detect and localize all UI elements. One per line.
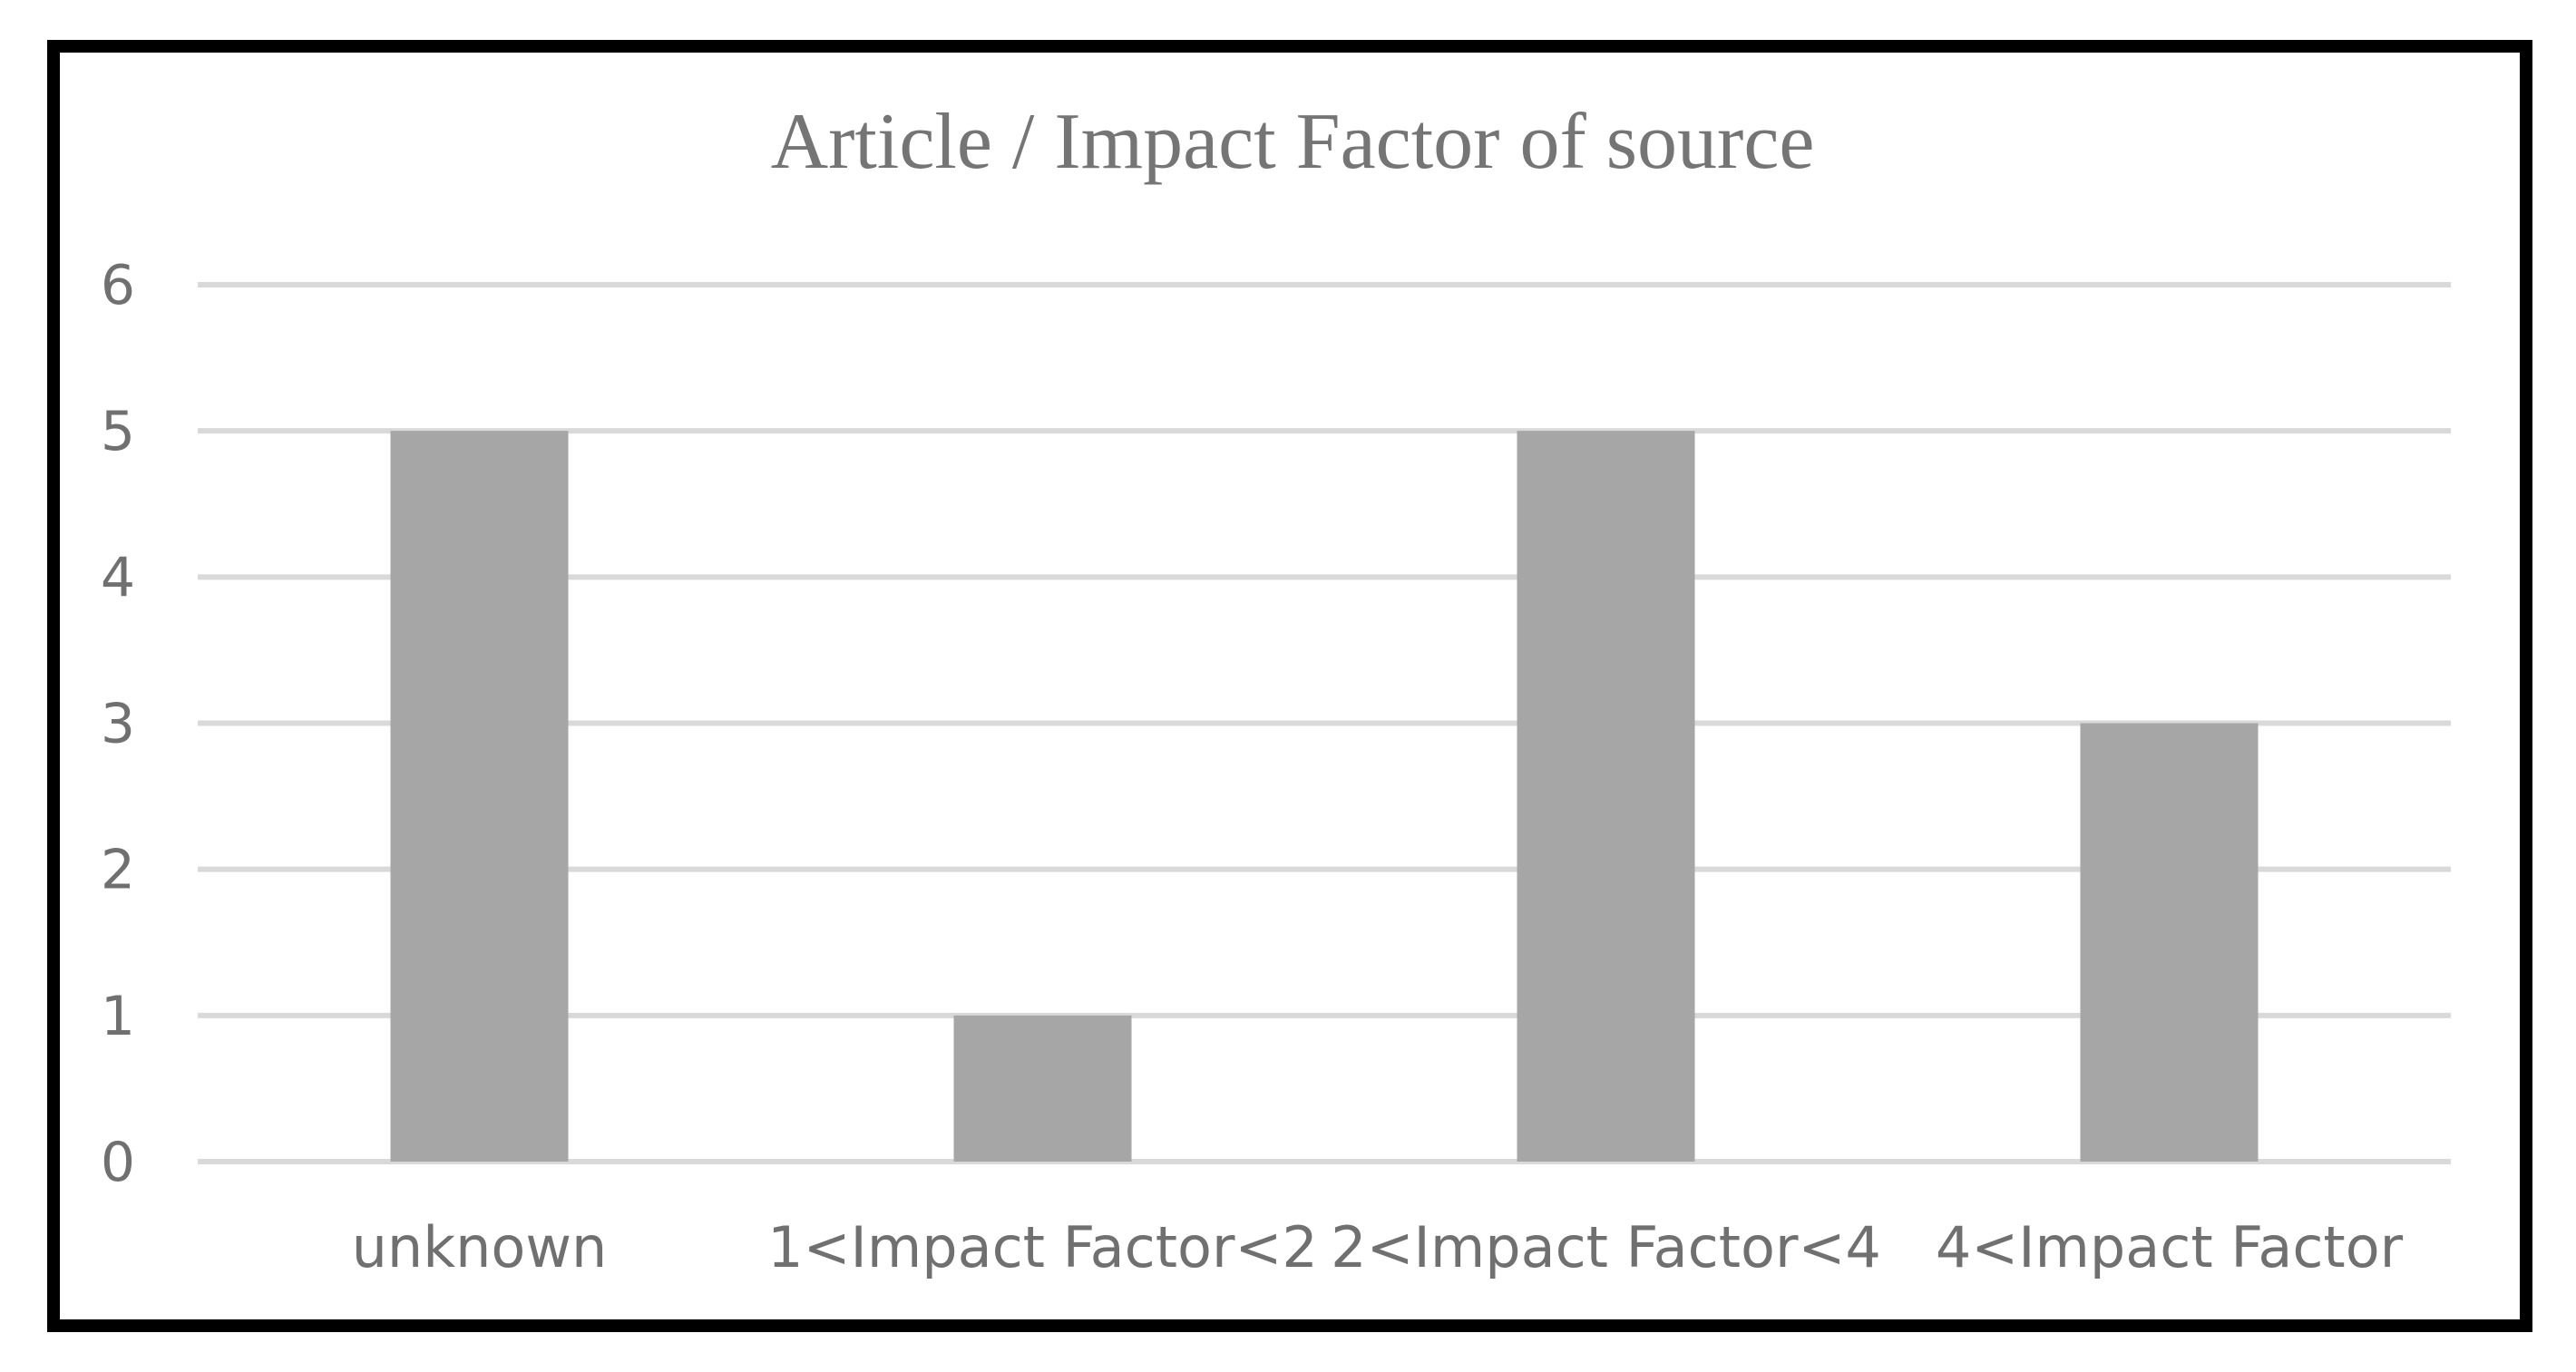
bar-2	[1517, 431, 1695, 1163]
x-category-label: unknown	[352, 1214, 608, 1280]
y-tick-label: 2	[101, 839, 135, 902]
bar-1	[953, 1015, 1132, 1162]
grid-lines	[198, 282, 2451, 1164]
x-axis-category-labels: unknown 1<Impact Factor<2 2<Impact Factor<…	[352, 1214, 2404, 1280]
x-category-label: 1<Impact Factor<2	[767, 1214, 1318, 1280]
y-tick-label: 4	[101, 546, 135, 609]
bar-0	[390, 431, 569, 1163]
y-tick-label: 6	[101, 254, 135, 317]
x-category-label: 4<Impact Factor	[1936, 1214, 2404, 1280]
bar-3	[2080, 723, 2259, 1162]
x-category-label: 2<Impact Factor<4	[1331, 1214, 1881, 1280]
y-tick-label: 1	[101, 985, 135, 1048]
y-tick-label: 5	[101, 400, 135, 463]
y-tick-label: 0	[101, 1131, 135, 1194]
chart-title: Article / Impact Factor of source	[771, 98, 1815, 186]
y-tick-label: 3	[101, 693, 135, 756]
bars	[390, 431, 2259, 1163]
y-axis-tick-labels: 0 1 2 3 4 5 6	[101, 254, 135, 1194]
